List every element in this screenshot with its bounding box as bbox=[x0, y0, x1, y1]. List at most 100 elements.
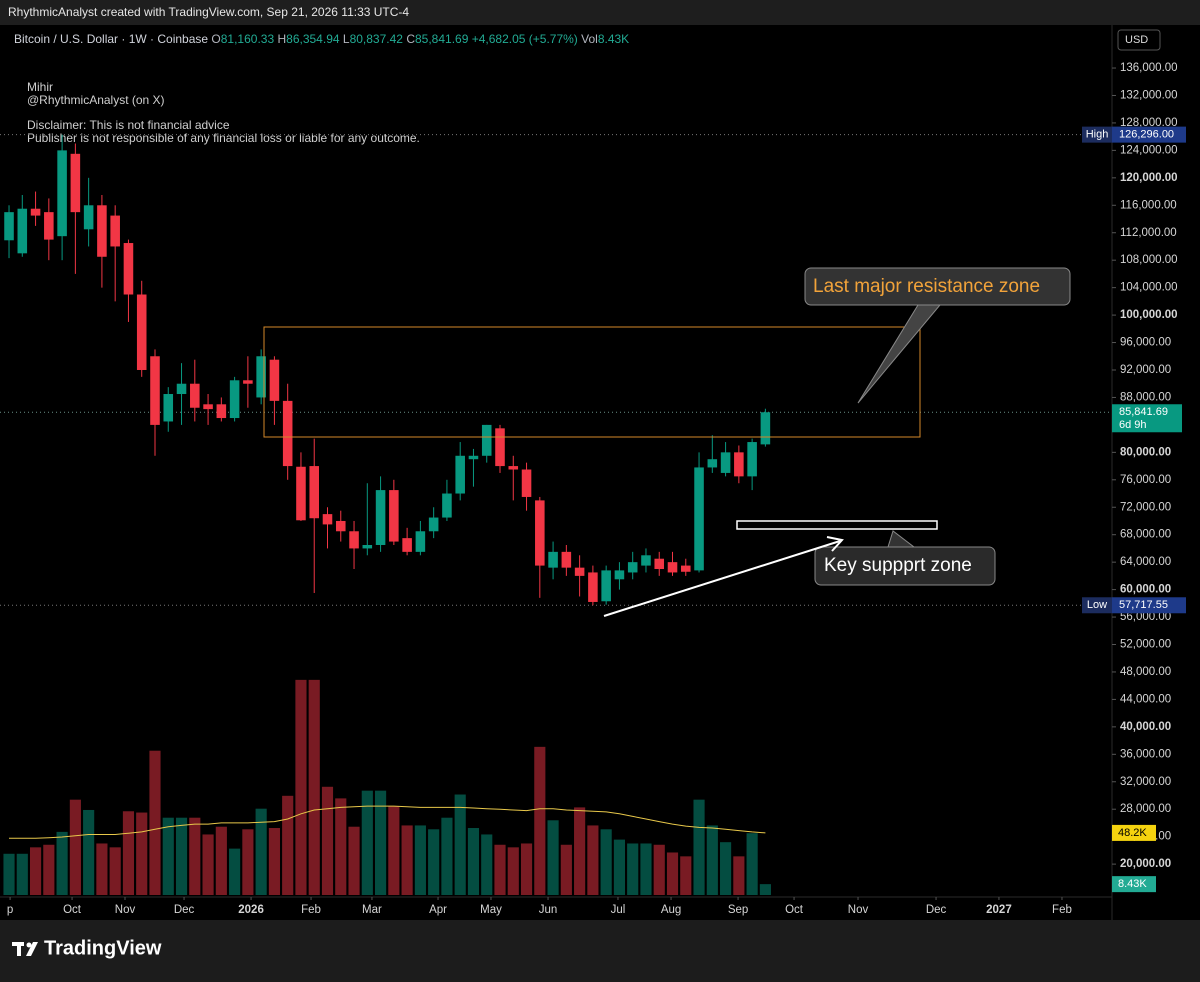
x-tick-label: Oct bbox=[63, 904, 82, 916]
brand: TradingView bbox=[44, 937, 162, 959]
candle-body bbox=[601, 570, 611, 602]
volume-bar bbox=[494, 844, 506, 895]
candle-body bbox=[322, 514, 333, 525]
volume-bar bbox=[693, 799, 705, 895]
volume-bar bbox=[308, 679, 320, 895]
volume-bar bbox=[520, 843, 533, 895]
volume-bar bbox=[547, 820, 559, 895]
volume-bar bbox=[361, 790, 373, 895]
y-tick-label: 108,000.00 bbox=[1120, 254, 1178, 266]
candle-body bbox=[495, 428, 505, 467]
candle-body bbox=[190, 383, 200, 408]
currency: USD bbox=[1125, 34, 1148, 46]
y-tick-label: 68,000.00 bbox=[1120, 529, 1171, 541]
callout-box bbox=[814, 546, 996, 586]
x-tick-label: Dec bbox=[174, 904, 195, 916]
candle-body bbox=[481, 424, 492, 456]
volume-ma-label: 48.2K bbox=[1118, 827, 1147, 839]
logo bbox=[12, 942, 38, 956]
volume-bar bbox=[653, 844, 665, 895]
volume-bar bbox=[401, 825, 413, 895]
candle-body bbox=[150, 356, 160, 425]
volume-bar bbox=[215, 826, 227, 895]
candle-body bbox=[641, 555, 651, 566]
resistance-zone bbox=[263, 326, 921, 438]
volume-bar bbox=[560, 844, 572, 895]
y-tick-label: 96,000.00 bbox=[1120, 337, 1171, 349]
countdown: 6d 9h bbox=[1119, 419, 1147, 431]
candle-body bbox=[123, 243, 134, 295]
volume-bar bbox=[109, 847, 121, 895]
last-price-box bbox=[1112, 404, 1182, 433]
candle-body bbox=[70, 153, 81, 213]
y-tick-label: 60,000.00 bbox=[1120, 584, 1171, 596]
volume-bar bbox=[467, 828, 480, 895]
price-tag-box bbox=[1082, 126, 1112, 143]
volume-bar bbox=[29, 847, 42, 895]
volume-bar bbox=[587, 825, 599, 895]
y-tick-label: 132,000.00 bbox=[1120, 90, 1178, 102]
volume-bar bbox=[428, 829, 440, 895]
callout-text: Last major resistance zone bbox=[813, 276, 1040, 297]
legend-key: C bbox=[406, 32, 415, 46]
volume-bar bbox=[268, 828, 280, 895]
legend-key: L bbox=[342, 32, 350, 46]
y-tick-label: 52,000.00 bbox=[1120, 639, 1171, 651]
trend-arrow bbox=[603, 540, 841, 617]
x-tick-label: May bbox=[480, 904, 502, 916]
candle-body bbox=[296, 466, 306, 521]
volume-bar bbox=[189, 817, 201, 895]
marks: 136,000.00 132,000.00 128,000.00 124,000.00… bbox=[0, 62, 1178, 916]
volume-bar bbox=[600, 829, 612, 895]
candle-body bbox=[442, 493, 452, 518]
candle-body bbox=[694, 467, 704, 571]
candle-body bbox=[681, 565, 691, 572]
y-tick-label: 28,000.00 bbox=[1120, 803, 1171, 815]
note: @RhythmicAnalyst (on X) bbox=[27, 93, 165, 107]
volume-bar bbox=[43, 844, 55, 895]
y-tick-label: 104,000.00 bbox=[1120, 282, 1178, 294]
legend-key: Vol bbox=[581, 32, 598, 46]
footer bbox=[0, 920, 1200, 977]
volume-bar bbox=[627, 843, 639, 895]
top-bar bbox=[0, 0, 1200, 25]
candle-body bbox=[256, 356, 266, 398]
volume-bar bbox=[3, 853, 15, 895]
y-tick-label: 36,000.00 bbox=[1120, 748, 1171, 760]
volume-ma-box bbox=[1112, 824, 1156, 841]
y-tick-label: 20,000.00 bbox=[1120, 858, 1171, 870]
y-tick-label: 48,000.00 bbox=[1120, 666, 1171, 678]
candle-body bbox=[521, 469, 532, 497]
volume-bar bbox=[759, 884, 771, 895]
candle-body bbox=[57, 150, 67, 237]
volume-bar bbox=[202, 834, 214, 895]
volume-bar bbox=[295, 679, 307, 895]
price-tag-value: 126,296.00 bbox=[1119, 129, 1174, 141]
callout-text: Key suppprt zone bbox=[824, 555, 972, 576]
candle-body bbox=[335, 520, 346, 532]
candle-body bbox=[588, 572, 598, 602]
candle-body bbox=[362, 544, 373, 549]
y-tick-label: 72,000.00 bbox=[1120, 501, 1171, 513]
volume-bar bbox=[255, 808, 267, 895]
volume-bar bbox=[321, 786, 334, 895]
candle-body bbox=[468, 455, 479, 460]
y-tick-label: 128,000.00 bbox=[1120, 117, 1178, 129]
legend-key: H bbox=[277, 32, 287, 46]
candle-body bbox=[561, 551, 572, 568]
candle-body bbox=[535, 500, 545, 566]
y-tick-label: 64,000.00 bbox=[1120, 556, 1171, 568]
volume-bar bbox=[56, 831, 68, 895]
volume-bar bbox=[733, 856, 745, 895]
candle-body bbox=[574, 567, 585, 576]
candle-body bbox=[30, 208, 41, 216]
volume-bar bbox=[454, 794, 466, 895]
price-tag-value: 57,717.55 bbox=[1119, 599, 1168, 611]
callout-box bbox=[804, 267, 1071, 306]
y-tick-label: 100,000.00 bbox=[1120, 309, 1178, 321]
candle-body bbox=[402, 538, 412, 552]
x-tick-label: Sep bbox=[728, 904, 748, 916]
candle-body bbox=[309, 466, 320, 519]
